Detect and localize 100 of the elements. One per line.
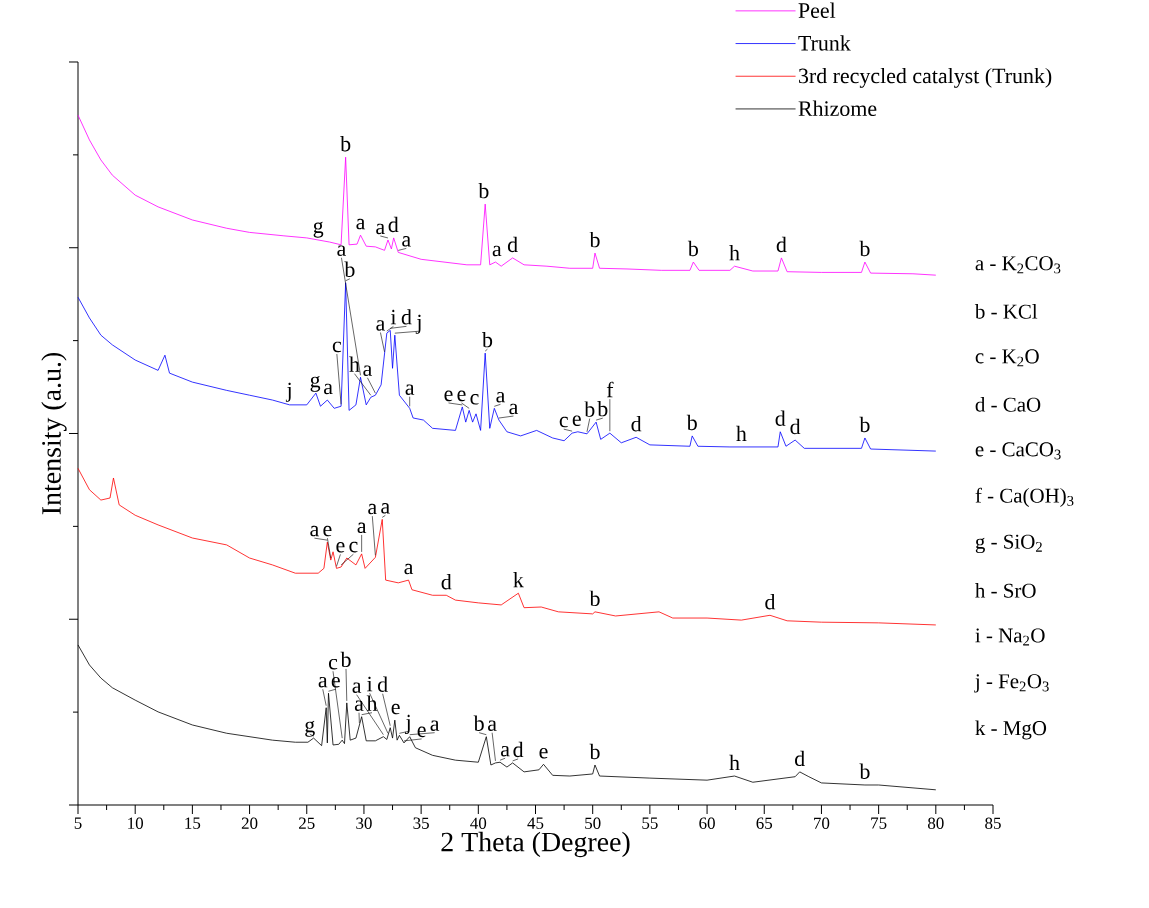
annotation: d <box>388 216 399 233</box>
annotation: c - K$_{2}$O <box>975 349 1039 367</box>
annotation: c <box>470 394 479 405</box>
x-tick-label: 50 <box>585 817 601 829</box>
annotation: f <box>606 381 614 398</box>
annotation: e <box>572 415 581 426</box>
annotation: d <box>401 309 412 325</box>
annotation: k <box>513 572 524 588</box>
annotation: a <box>405 384 415 395</box>
annotation: b <box>344 261 355 277</box>
annotation: a <box>501 745 510 757</box>
x-tick-label: 65 <box>756 817 773 829</box>
annotation: a <box>310 525 319 537</box>
annotation: b <box>473 715 484 731</box>
annotation: k - MgO <box>975 720 1047 740</box>
annotation: d <box>775 410 786 426</box>
annotation: b - KCl <box>974 303 1038 319</box>
annotation: c <box>559 416 568 428</box>
annotation: e <box>391 703 400 715</box>
annotation: b <box>478 182 489 199</box>
x-tick-label: 70 <box>814 817 830 829</box>
annotation: d <box>795 750 805 767</box>
annotation: i <box>390 309 397 325</box>
annotation: h <box>366 695 378 711</box>
x-tick-label: 75 <box>871 817 887 829</box>
annotation: a <box>318 676 328 688</box>
annotation: a <box>404 563 414 575</box>
legend-label: Rhizome <box>798 100 877 117</box>
annotation: j - Fe$_{2}$O$_{3}$ <box>974 674 1049 693</box>
annotation: a <box>381 503 390 514</box>
annotation: a <box>356 218 366 230</box>
annotation: d <box>507 236 518 253</box>
legend-label: 3rd recycled catalyst (Trunk) <box>799 67 1052 88</box>
annotation: d <box>765 594 776 610</box>
x-tick-label: 60 <box>699 817 715 829</box>
annotation: f - Ca(OH)$_{3}$ <box>975 487 1074 507</box>
annotation: b <box>340 135 351 152</box>
annotation: a <box>376 223 385 235</box>
annotation: b <box>482 331 493 348</box>
x-tick-label: 30 <box>356 817 372 829</box>
annotation: d <box>790 418 801 435</box>
annotation: e <box>323 525 332 537</box>
annotation: d <box>513 741 524 758</box>
annotation: e <box>331 676 340 688</box>
x-tick-label: 25 <box>299 817 315 829</box>
annotation: d <box>377 676 388 692</box>
x-tick-label: 55 <box>642 817 658 829</box>
annotation: i - Na$_{2}$O <box>975 628 1045 646</box>
annotation: e <box>539 747 548 759</box>
annotation: a <box>324 383 333 395</box>
annotation: e - CaCO$_{3}$ <box>975 442 1061 460</box>
annotation: a <box>357 522 367 534</box>
annotation: b <box>589 231 600 248</box>
annotation: b <box>340 651 351 668</box>
annotation: e <box>444 390 453 402</box>
annotation: g <box>305 720 315 737</box>
x-tick-label: 5 <box>74 817 82 829</box>
annotation: b <box>589 590 600 607</box>
annotation: g <box>313 221 324 238</box>
annotation: i <box>367 676 373 692</box>
annotation: d <box>631 416 642 432</box>
annotation: b <box>859 240 870 257</box>
annotation: a - K$_{2}$CO$_{3}$ <box>975 256 1061 274</box>
x-tick-label: 45 <box>527 817 544 829</box>
annotation: g <box>310 375 321 392</box>
annotation: c <box>332 341 342 353</box>
annotation: a <box>376 320 386 331</box>
x-tick-label: 10 <box>128 817 144 829</box>
legend-label: Peel <box>798 2 836 18</box>
x-tick-label: 85 <box>985 817 1001 829</box>
annotation: e <box>457 390 466 402</box>
annotation: h <box>729 244 740 261</box>
annotation: a <box>352 682 362 693</box>
annotation: a <box>492 245 502 257</box>
annotation: h <box>349 356 360 372</box>
annotation: a <box>337 245 347 256</box>
annotation: a <box>430 720 440 731</box>
x-tick-label: 20 <box>241 817 258 829</box>
annotation: a <box>368 503 377 515</box>
annotation: a <box>354 700 364 711</box>
y-axis-title: Intensity (a.u.) <box>41 352 67 515</box>
legend-label: Trunk <box>798 35 851 51</box>
annotation: a <box>509 403 519 415</box>
annotation: b <box>859 416 870 433</box>
annotation: d - CaO <box>975 397 1041 412</box>
annotation: c <box>349 541 358 553</box>
annotation: a <box>496 392 506 403</box>
annotation: a <box>488 720 497 731</box>
annotation: d <box>441 574 452 590</box>
annotation: b <box>859 763 870 779</box>
annotation: b <box>686 414 697 431</box>
x-tick-label: 80 <box>927 817 944 829</box>
annotation: a <box>402 236 411 247</box>
annotation: h <box>729 754 740 771</box>
annotation: h <box>736 425 747 441</box>
annotation: g - SiO$_{2}$ <box>975 534 1042 554</box>
x-tick-label: 40 <box>470 817 487 829</box>
annotation: e <box>336 542 345 553</box>
annotation: j <box>415 314 421 334</box>
annotation: e <box>417 726 426 738</box>
